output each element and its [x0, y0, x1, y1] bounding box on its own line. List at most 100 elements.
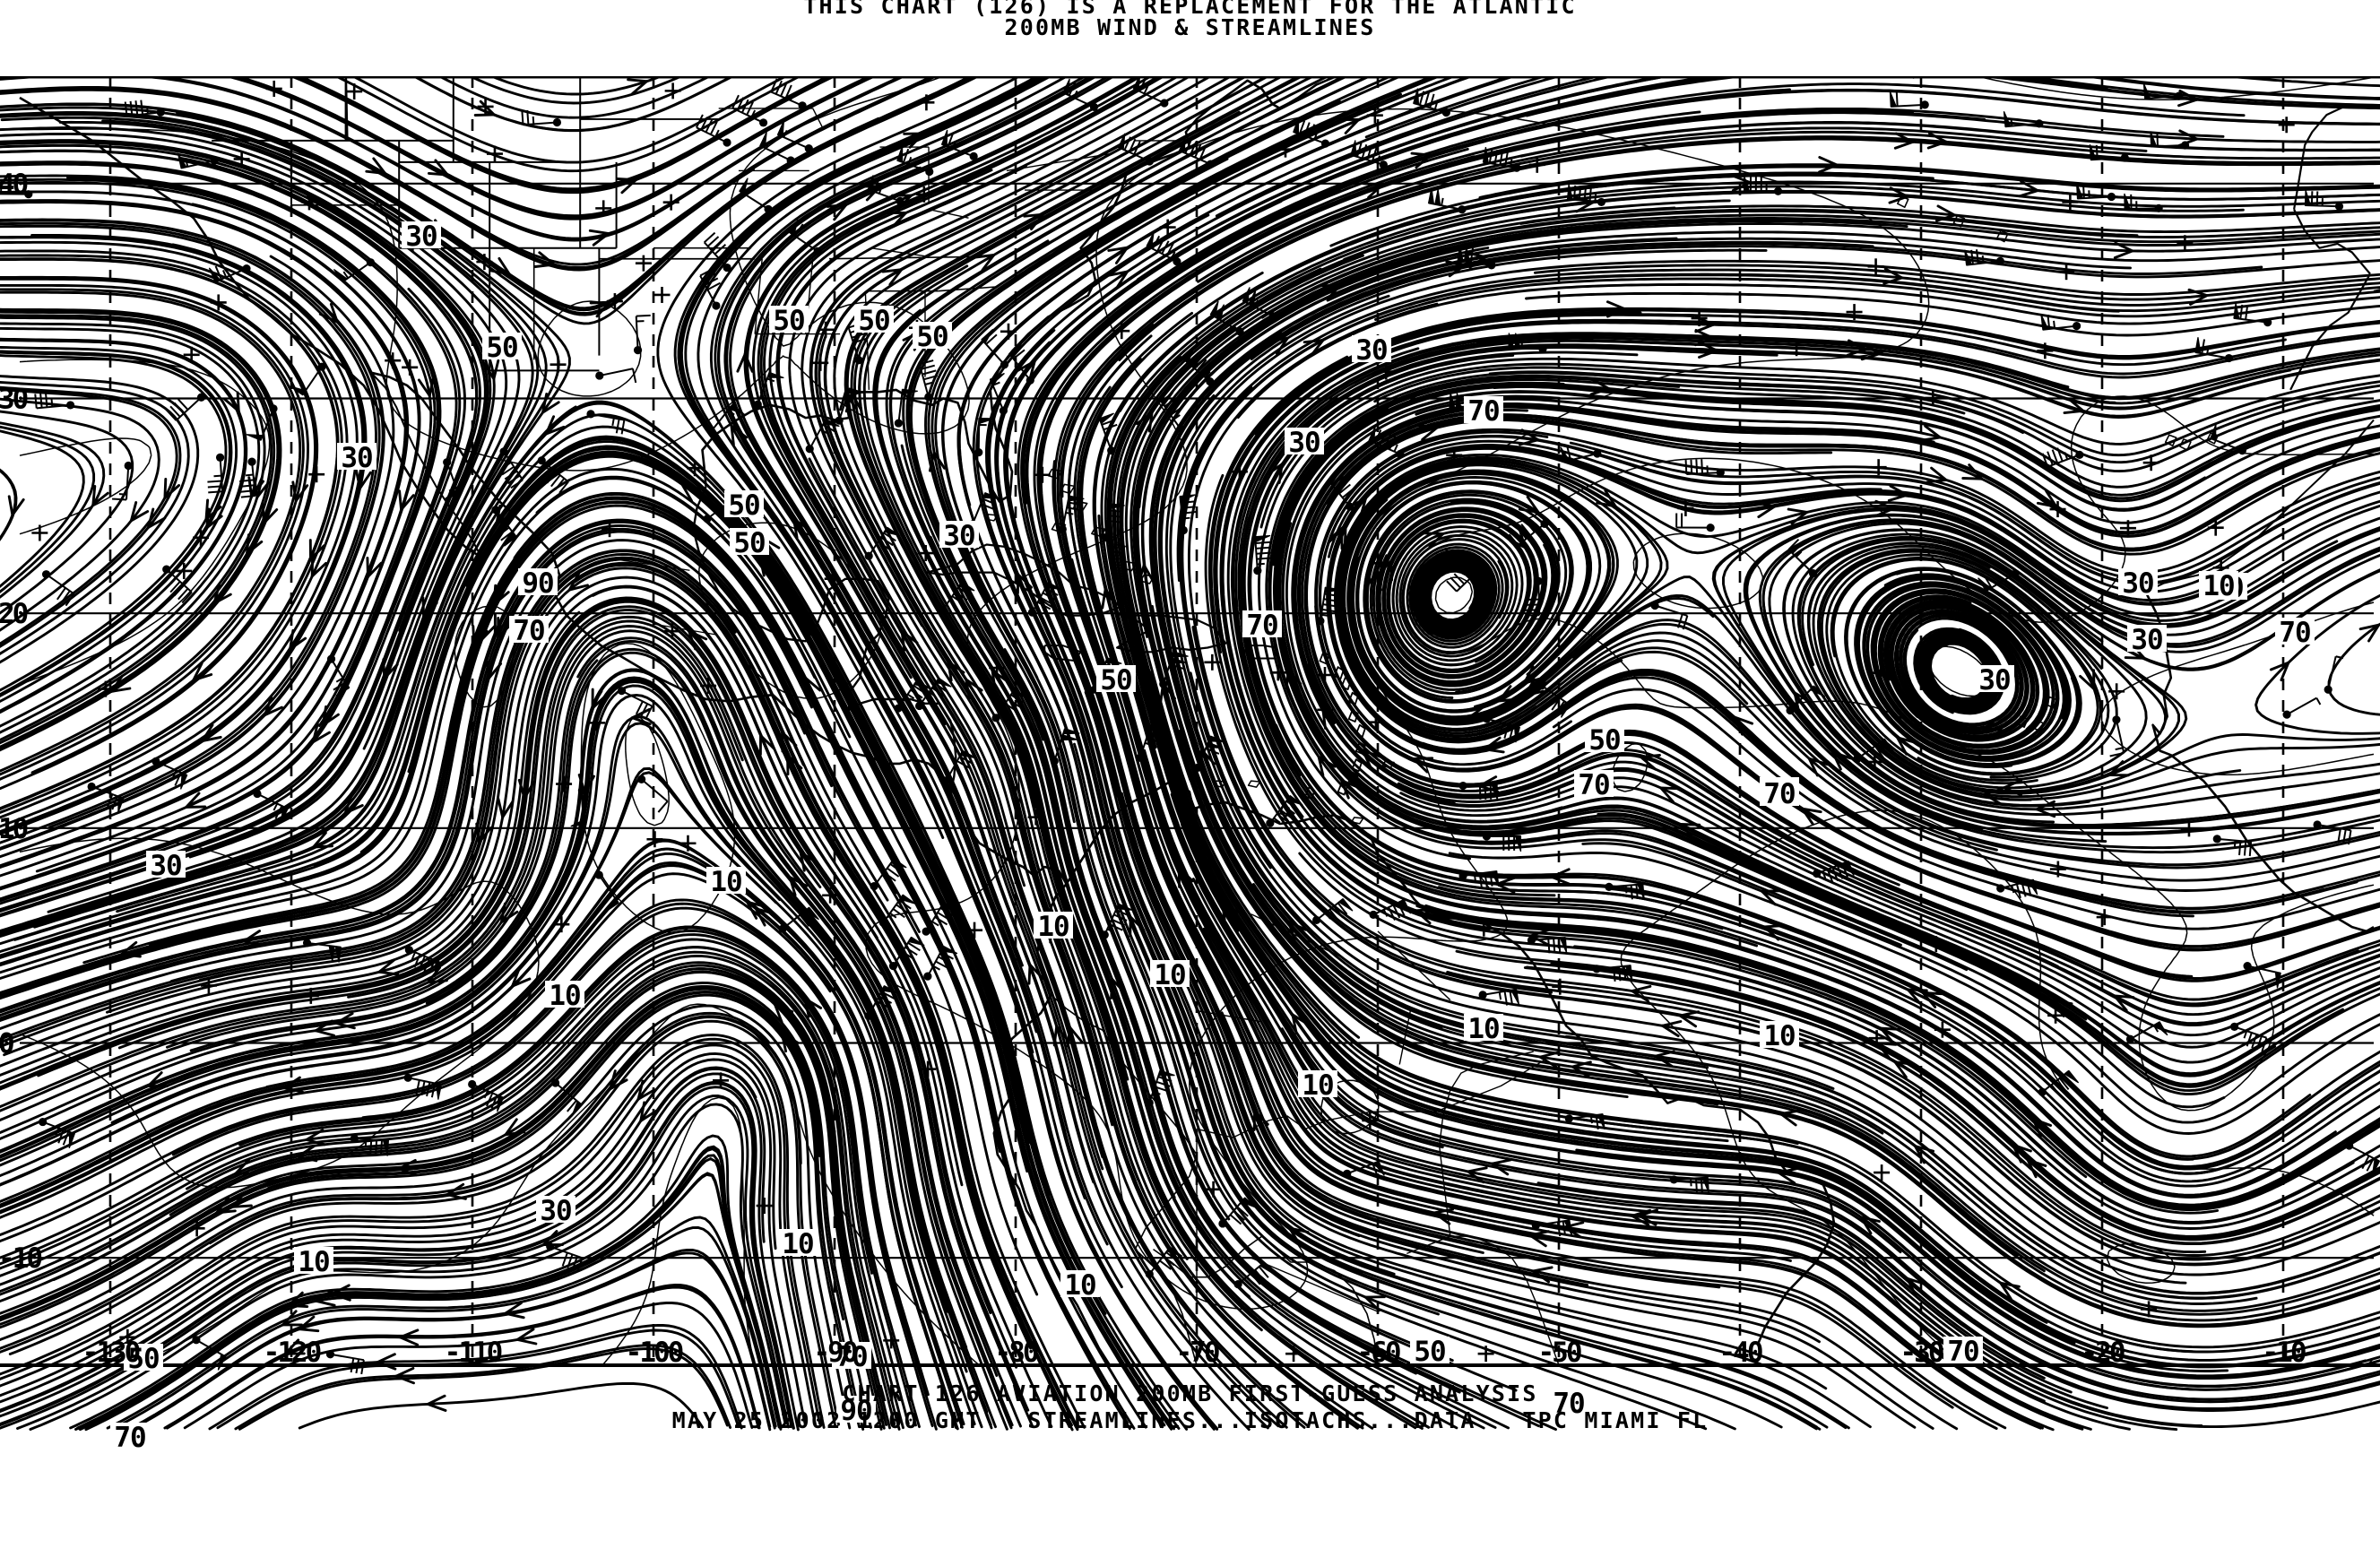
svg-text:30: 30 — [341, 442, 372, 474]
map-plot-area: 30 50 50 50 50 30 50 30 70 30 50 30 90 70 70 30 70 10 50 70… — [0, 76, 2380, 1475]
svg-text:30: 30 — [2122, 567, 2153, 600]
wind-barb — [1524, 576, 1543, 617]
data-plus-mark — [1034, 466, 1051, 483]
chart-footer: CHART 126 AVIATION 200MB FIRST-GUESS ANA… — [0, 1380, 2380, 1434]
svg-text:10: 10 — [1037, 911, 1069, 943]
data-plus-mark — [2037, 342, 2054, 359]
data-plus-mark — [2096, 909, 2113, 926]
wind-barb — [1743, 175, 1783, 195]
isotach-label: 90 — [518, 567, 558, 600]
isotach-label: 70 — [1549, 1388, 1588, 1420]
data-plus-mark — [1205, 1181, 1222, 1198]
wind-barb — [2282, 697, 2322, 719]
svg-text:10: 10 — [1467, 1013, 1499, 1045]
data-plus-mark — [920, 1060, 937, 1077]
wind-barb — [894, 679, 930, 713]
data-plus-mark — [2177, 235, 2194, 252]
isotach-label: 10 — [1150, 959, 1190, 991]
svg-text:30: 30 — [1978, 664, 2010, 697]
wind-barb — [208, 264, 251, 283]
wind-barb — [1787, 538, 1818, 578]
wind-barb — [1179, 494, 1197, 535]
data-plus-mark — [801, 620, 818, 637]
wind-barb — [1478, 988, 1519, 1006]
header-subtitle-line: 200MB WIND & STREAMLINES — [1004, 14, 1376, 40]
svg-text:50: 50 — [1414, 1336, 1445, 1368]
data-plus-mark — [550, 356, 567, 373]
data-plus-mark — [1316, 666, 1333, 683]
data-plus-mark — [1874, 1164, 1891, 1181]
svg-text:50: 50 — [1100, 664, 1131, 697]
wind-barb — [239, 457, 256, 498]
data-plus-mark — [476, 254, 493, 271]
isotach-label: 30 — [2127, 624, 2167, 656]
wind-barb — [753, 371, 784, 409]
wind-barb — [1446, 563, 1485, 593]
wind-barb — [1684, 459, 1725, 477]
data-plus-mark — [2062, 194, 2079, 211]
data-plus-mark — [1277, 141, 1294, 158]
chart-header: THIS CHART (126) IS A REPLACEMENT FOR TH… — [0, 0, 2380, 39]
wind-barb — [1293, 117, 1330, 148]
data-plus-mark — [646, 831, 663, 848]
lon-tick-label: -30 — [1900, 1337, 1943, 1369]
wind-barb — [326, 654, 351, 697]
wind-barb — [696, 114, 731, 147]
map-svg: 30 50 50 50 50 30 50 30 70 30 50 30 90 70 70 30 70 10 50 70… — [0, 76, 2380, 1475]
lon-tick-label: -40 — [1719, 1337, 1762, 1369]
svg-text:50: 50 — [127, 1343, 159, 1375]
wind-barb — [1457, 245, 1496, 270]
wind-barb — [1564, 1113, 1605, 1130]
wind-barb — [1136, 724, 1166, 762]
wind-barb — [350, 1134, 389, 1156]
isotach-label: 70 — [1760, 778, 1799, 810]
wind-barb — [1062, 78, 1099, 112]
svg-text:70: 70 — [513, 615, 544, 647]
wind-barb — [333, 258, 375, 283]
wind-barb — [1132, 76, 1169, 108]
wind-barb — [835, 387, 865, 425]
wind-barb — [2089, 144, 2129, 162]
wind-barb — [1786, 685, 1826, 715]
data-plus-mark — [1873, 664, 1890, 681]
data-plus-mark — [1438, 547, 1455, 564]
lon-tick-label: -80 — [995, 1337, 1038, 1369]
svg-text:50: 50 — [773, 305, 804, 337]
data-plus-mark — [302, 987, 319, 1004]
data-plus-mark — [1927, 936, 1944, 953]
data-plus-mark — [1934, 1021, 1951, 1038]
data-plus-mark — [2119, 520, 2136, 537]
wind-barb — [939, 581, 975, 615]
data-plus-mark — [2278, 117, 2295, 134]
data-plus-mark — [663, 623, 680, 640]
wind-barb — [1605, 882, 1645, 900]
data-plus-mark — [477, 98, 494, 115]
isotach-label: 70 — [1464, 395, 1503, 428]
data-plus-mark — [662, 194, 679, 211]
wind-barb — [1508, 333, 1547, 353]
isotach-label: 50 — [482, 332, 522, 364]
svg-text:0: 0 — [0, 1028, 13, 1060]
wind-barb — [805, 418, 840, 454]
svg-text:30: 30 — [540, 1195, 571, 1227]
data-plus-mark — [824, 570, 841, 587]
data-plus-mark — [1925, 389, 1942, 406]
isotach-label: 90 — [836, 1395, 876, 1427]
data-plus-mark — [2180, 820, 2197, 837]
wind-barb — [404, 946, 442, 977]
isotachs-layer — [19, 76, 2375, 1366]
wind-barb — [637, 774, 669, 813]
wind-barb — [888, 936, 925, 971]
wind-barb — [1853, 738, 1894, 764]
wind-barb — [788, 219, 822, 255]
wind-barb — [770, 78, 807, 110]
wind-barb — [974, 418, 995, 457]
isotach-label: 50 — [769, 305, 809, 337]
isotach-label: 10 — [1298, 1069, 1337, 1102]
svg-text:50: 50 — [733, 527, 765, 559]
wind-barb — [940, 129, 978, 160]
isotach-label: 50 — [913, 321, 952, 353]
isotach-label: 10 — [1034, 911, 1073, 943]
wind-barb — [1312, 897, 1354, 925]
wind-barb — [1675, 513, 1715, 532]
